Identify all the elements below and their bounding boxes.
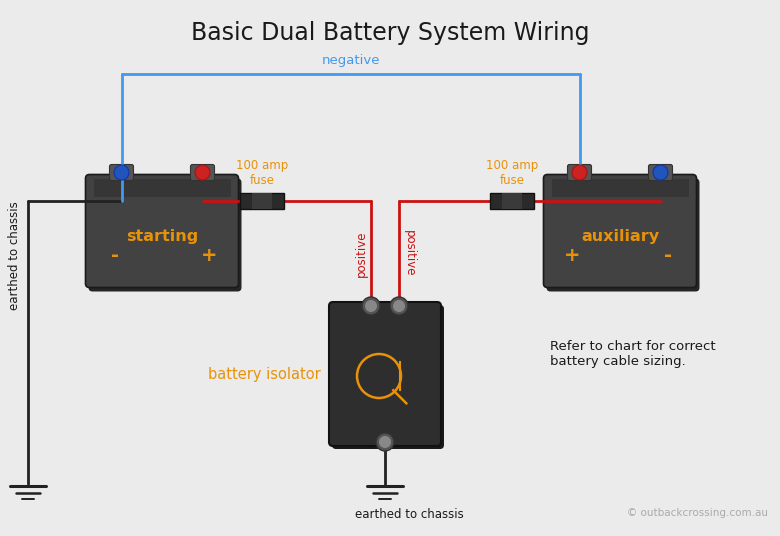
Text: +: + — [201, 246, 218, 265]
FancyBboxPatch shape — [329, 302, 441, 446]
Circle shape — [376, 433, 394, 451]
FancyBboxPatch shape — [568, 165, 591, 181]
Bar — [551, 178, 689, 197]
Circle shape — [365, 300, 377, 312]
Text: +: + — [564, 246, 581, 265]
Bar — [490, 193, 534, 209]
FancyBboxPatch shape — [648, 165, 672, 181]
FancyBboxPatch shape — [86, 175, 239, 287]
Text: Refer to chart for correct
battery cable sizing.: Refer to chart for correct battery cable… — [550, 340, 715, 368]
Text: Basic Dual Battery System Wiring: Basic Dual Battery System Wiring — [191, 21, 589, 45]
Text: positive: positive — [402, 230, 416, 277]
Circle shape — [114, 165, 129, 180]
Text: -: - — [111, 246, 119, 265]
FancyBboxPatch shape — [109, 165, 133, 181]
Circle shape — [390, 297, 408, 315]
Circle shape — [379, 436, 391, 448]
Bar — [94, 178, 231, 197]
Text: 100 amp
fuse: 100 amp fuse — [486, 159, 538, 187]
Bar — [240, 193, 284, 209]
Text: positive: positive — [354, 230, 367, 277]
FancyBboxPatch shape — [332, 305, 444, 449]
FancyBboxPatch shape — [547, 178, 700, 292]
FancyBboxPatch shape — [88, 178, 242, 292]
Text: auxiliary: auxiliary — [581, 228, 659, 243]
Text: battery isolator: battery isolator — [208, 367, 321, 382]
Bar — [502, 193, 522, 209]
Text: negative: negative — [321, 54, 380, 67]
Text: starting: starting — [126, 228, 198, 243]
FancyBboxPatch shape — [190, 165, 214, 181]
Circle shape — [653, 165, 668, 180]
Text: earthed to chassis: earthed to chassis — [8, 202, 20, 310]
Circle shape — [393, 300, 405, 312]
Circle shape — [195, 165, 210, 180]
Text: -: - — [664, 246, 672, 265]
Circle shape — [362, 297, 380, 315]
FancyBboxPatch shape — [544, 175, 697, 287]
Bar — [252, 193, 272, 209]
Circle shape — [572, 165, 587, 180]
Text: 100 amp
fuse: 100 amp fuse — [236, 159, 288, 187]
Text: earthed to chassis: earthed to chassis — [355, 508, 464, 521]
Text: © outbackcrossing.com.au: © outbackcrossing.com.au — [627, 508, 768, 518]
